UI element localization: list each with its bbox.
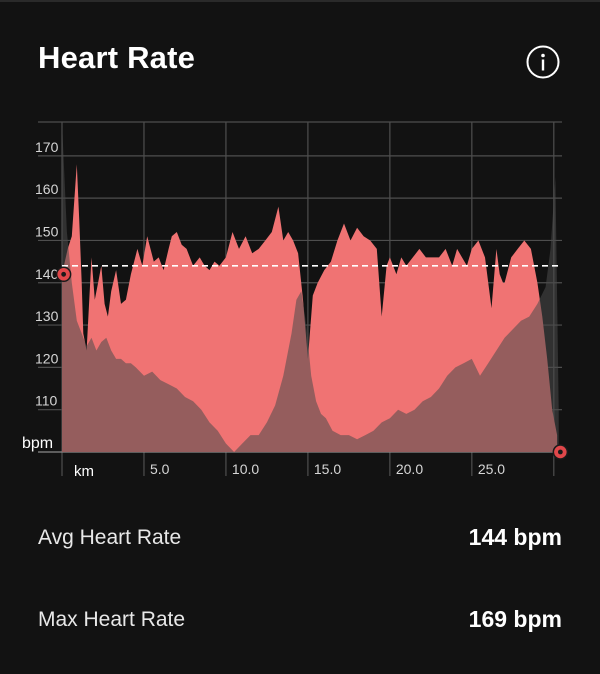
avg-heart-rate-label: Avg Heart Rate — [38, 526, 182, 549]
page-title: Heart Rate — [38, 40, 196, 75]
x-axis-label: km — [74, 463, 94, 480]
y-tick-label: 130 — [35, 308, 59, 324]
end-marker-dot — [557, 449, 563, 455]
y-tick-label: 170 — [35, 139, 59, 155]
y-tick-label: 120 — [35, 350, 59, 366]
max-heart-rate-value: 169 bpm — [468, 606, 562, 632]
elevation-area — [62, 122, 559, 452]
y-tick-label: 150 — [35, 223, 59, 239]
x-tick-label: 20.0 — [396, 461, 423, 477]
top-divider — [0, 0, 600, 2]
y-tick-label: 110 — [35, 393, 58, 409]
avg-heart-rate-value: 144 bpm — [468, 524, 562, 550]
info-icon[interactable] — [526, 45, 560, 79]
start-marker-dot — [61, 271, 67, 277]
heart-rate-chart: 170 160 150 140 130 120 110 bpm km 5.0 10.0 15.0 20.… — [22, 121, 569, 480]
heart-rate-area — [62, 164, 558, 453]
x-tick-label: 10.0 — [232, 461, 259, 477]
x-tick-label: 25.0 — [478, 461, 505, 477]
y-axis-label: bpm — [22, 435, 53, 452]
y-tick-label: 160 — [35, 181, 59, 197]
x-tick-label: 15.0 — [314, 461, 341, 477]
y-tick-label: 140 — [35, 266, 59, 282]
x-tick-label: 5.0 — [150, 461, 170, 477]
max-heart-rate-label: Max Heart Rate — [38, 608, 186, 631]
